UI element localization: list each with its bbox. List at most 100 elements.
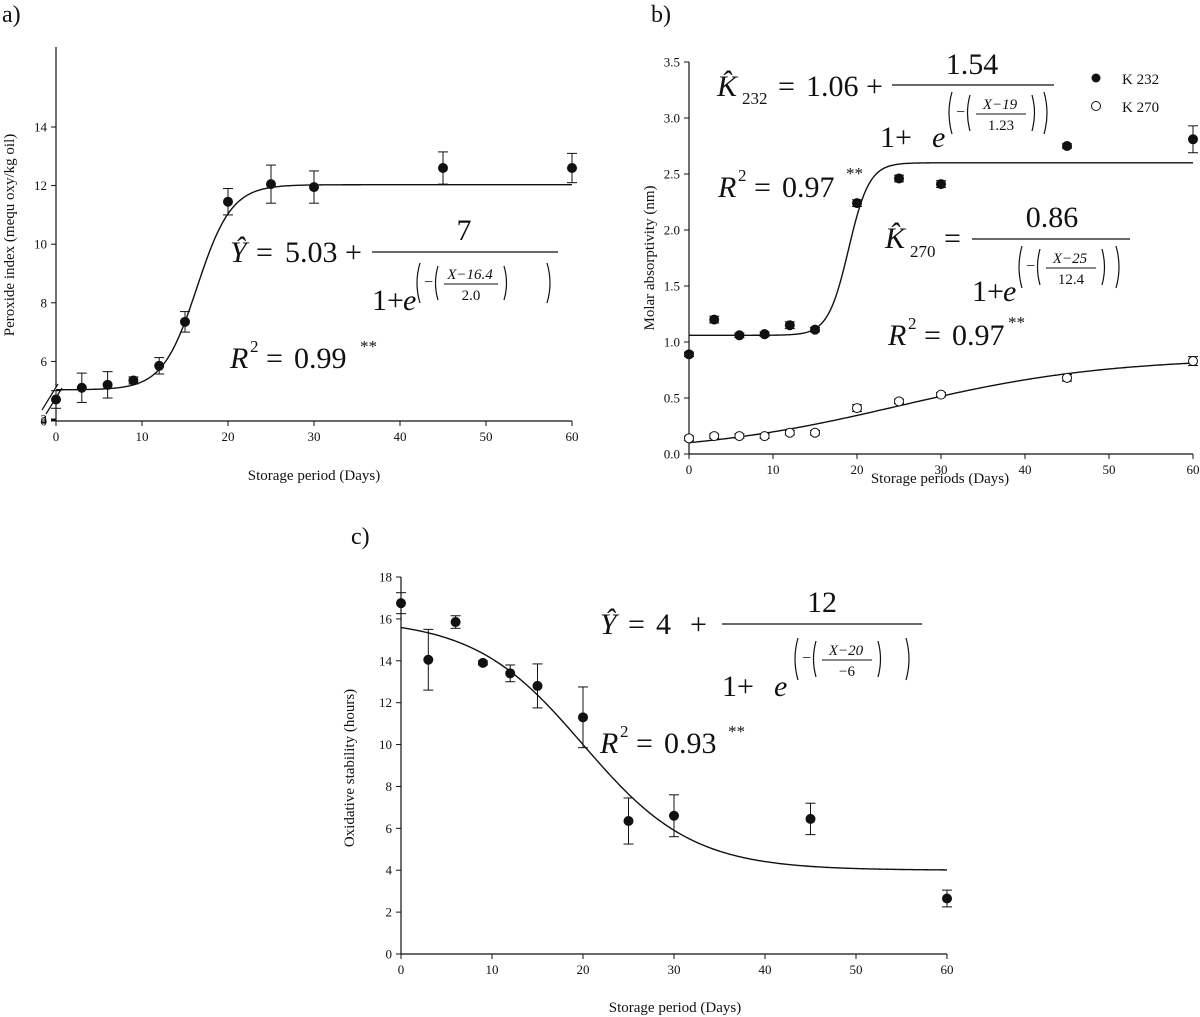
eq-b1-sub: 232: [742, 89, 768, 108]
panel-b-k270-point: [810, 427, 820, 438]
panel-c: c) Oxidative stability (hours) Storage p…: [342, 524, 954, 1016]
r2-a-sig: **: [360, 337, 377, 356]
eq-b1-minus: −: [956, 104, 965, 121]
eq-b2-paren-left: [1018, 245, 1023, 289]
panel-b-k232-point: [759, 329, 770, 340]
panel-b-fit-k232: [689, 162, 1193, 336]
legend-k270-label: K 270: [1122, 100, 1159, 116]
panel-b-k232-point: [684, 349, 694, 360]
eq-b1-plus: +: [866, 70, 883, 103]
panel-a-point: [266, 179, 276, 190]
panel-b-fit-curves: [688, 162, 1194, 444]
panel-b-k270-point: [734, 431, 745, 442]
panel-b-y-tick-label: 2.0: [664, 223, 680, 238]
eq-b1-b: 1.23: [988, 118, 1014, 134]
r2-b1-sig: **: [846, 164, 863, 183]
panel-c-x-tick-label: 30: [668, 962, 681, 977]
panel-a-y-tick-label: 4: [41, 413, 48, 428]
panel-c-r2: R 2 = 0.93 **: [599, 722, 745, 760]
panel-a: a) Peroxide index (mequ oxy/kg oil) Stor…: [2, 2, 579, 484]
eq-a-inner-paren-right: [503, 265, 508, 301]
panel-b-legend: K 232 K 270: [1091, 72, 1159, 116]
eq-b2-inner-paren-right: [1101, 248, 1106, 286]
panel-b-k232-point: [709, 314, 720, 325]
panel-a-point: [154, 360, 165, 371]
panel-c-point: [532, 680, 543, 691]
legend-k232-label: K 232: [1122, 72, 1159, 88]
eq-b1-paren-left: [948, 91, 953, 135]
eq-a-x0: X−16.4: [446, 267, 493, 283]
panel-a-x-tick-label: 30: [308, 429, 321, 444]
eq-a-paren-right: [546, 262, 551, 304]
panel-c-point: [942, 893, 952, 904]
panel-c-points: [396, 592, 952, 908]
eq-b1-one-plus: 1+: [880, 121, 912, 154]
panel-c-y-tick-label: 8: [386, 779, 393, 794]
panel-b-k232-point: [810, 324, 820, 335]
panel-c-point: [805, 813, 816, 824]
panel-c-point: [396, 598, 406, 609]
r2-c-r: R: [599, 727, 618, 760]
panel-b-y-tick-label: 3.0: [664, 111, 680, 126]
panel-a-y-tick-label: 8: [41, 295, 48, 310]
panel-a-y-tick-label: 14: [34, 120, 48, 135]
panel-b-r2-k270: R 2 = 0.97 **: [887, 313, 1025, 352]
panel-b-k232-point: [784, 320, 795, 331]
panel-a-point: [438, 163, 448, 174]
eq-c-inner-paren-right: [877, 640, 882, 678]
panel-a-x-tick-label: 0: [53, 429, 60, 444]
eq-a-const: 5.03: [285, 236, 338, 269]
panel-c-y-axis-label: Oxidative stability (hours): [342, 689, 358, 847]
eq-a-b: 2.0: [462, 288, 481, 304]
panel-c-y-tick-label: 18: [379, 570, 392, 585]
eq-a-inner-paren-left: [434, 265, 439, 301]
panel-a-point: [51, 394, 61, 405]
panel-a-x-tick-label: 10: [136, 429, 149, 444]
eq-c-paren-left: [794, 637, 799, 681]
panel-b-k270-point: [709, 431, 720, 442]
panel-c-point: [505, 668, 516, 679]
panel-a-equation: Ŷ = 5.03 + 7 1+ e − X−16.4 2.0: [230, 214, 558, 317]
r2-c-equals: =: [636, 727, 653, 760]
panel-b-k232-point: [852, 198, 862, 209]
eq-b2-b: 12.4: [1058, 272, 1085, 288]
legend-k270-marker: [1091, 101, 1101, 111]
legend-k270-main: K: [1122, 100, 1133, 116]
panel-a-label: a): [2, 2, 21, 28]
panel-b-x-tick-label: 30: [935, 462, 948, 477]
panel-c-point: [623, 816, 634, 827]
eq-c-plus: +: [690, 608, 707, 641]
panel-b-y-tick-label: 3.5: [664, 55, 680, 70]
eq-c-inner-paren-left: [812, 640, 817, 678]
legend-k232-sub: 232: [1137, 72, 1160, 88]
panel-a-point: [76, 382, 87, 393]
panel-c-y-tick-label: 12: [379, 695, 392, 710]
r2-c-sig: **: [728, 722, 745, 741]
panel-c-x-tick-label: 60: [941, 962, 954, 977]
panel-c-x-tick-label: 10: [486, 962, 499, 977]
eq-b1-x0: X−19: [982, 97, 1018, 113]
panel-c-axes: 0 10 20 30 40 50 60 0 2 4 6 8 10 12 14 16 18: [379, 570, 954, 978]
eq-b2-minus: −: [1026, 258, 1035, 275]
panel-b-x-tick-label: 60: [1187, 462, 1200, 477]
panel-a-point: [309, 182, 319, 193]
eq-b1-paren-right: [1043, 91, 1048, 135]
eq-a-numerator: 7: [457, 214, 472, 247]
panel-b-label: b): [651, 2, 671, 28]
eq-a-e: e: [403, 284, 416, 317]
eq-a-equals: =: [256, 236, 273, 269]
panel-a-y-tick-label: 10: [34, 237, 47, 252]
panel-b-axes: 0 10 20 30 40 50 60 0.0 0.5 1.0 1.5 2.0 2.5 3.0 3.5: [664, 55, 1200, 478]
eq-c-lhs: Ŷ: [600, 608, 620, 641]
eq-c-one-plus: 1+: [722, 670, 754, 703]
panel-b-x-tick-label: 10: [767, 462, 780, 477]
panel-a-x-tick-label: 20: [222, 429, 235, 444]
eq-c-numerator: 12: [807, 586, 837, 619]
panel-b-k232-point: [936, 179, 946, 190]
panel-c-point: [578, 712, 588, 723]
eq-b2-equals: =: [944, 222, 961, 255]
panel-b-x-tick-label: 0: [686, 462, 693, 477]
panel-b: b) Molar absorptivity (nm) Storage perio…: [642, 2, 1200, 487]
panel-b-k232-point: [1062, 141, 1072, 151]
